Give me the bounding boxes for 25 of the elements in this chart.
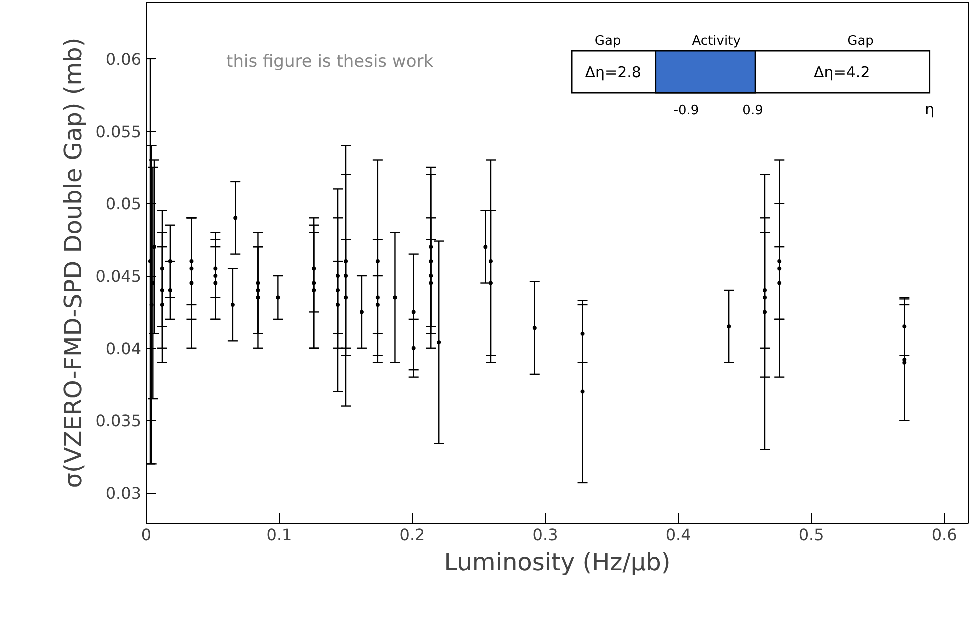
x-tick-label: 0.2	[400, 526, 426, 544]
x-tick-label: 0.5	[798, 526, 824, 544]
annotation: Δη=2.8	[585, 64, 642, 82]
y-tick-label: 0.06	[106, 50, 142, 69]
annotation: Δη=4.2	[814, 64, 870, 82]
annotation: η	[925, 100, 935, 119]
y-tick-label: 0.03	[106, 484, 142, 504]
annotation: -0.9	[674, 104, 700, 119]
y-axis-title: σ(VZERO-FMD-SPD Double Gap) (mb)	[60, 38, 88, 488]
x-tick-label: 0	[141, 526, 152, 544]
annotation: Gap	[594, 34, 622, 50]
y-tick-label: 0.055	[96, 122, 142, 142]
annotation: Activity	[692, 34, 742, 50]
y-tick-label: 0.04	[106, 339, 142, 358]
x-tick-label: 0.1	[266, 526, 292, 544]
x-tick-label: 0.3	[532, 526, 558, 544]
annotation: this figure is thesis work	[226, 52, 434, 72]
y-tick-label: 0.045	[96, 267, 142, 286]
y-tick-label: 0.035	[96, 412, 142, 431]
x-tick-label: 0.4	[666, 526, 692, 544]
annotation: Gap	[848, 34, 874, 50]
x-axis-title: Luminosity (Hz/μb)	[444, 548, 671, 576]
x-tick-label: 0.6	[932, 526, 958, 544]
y-tick-label: 0.05	[106, 194, 142, 214]
annotation: 0.9	[742, 104, 764, 119]
